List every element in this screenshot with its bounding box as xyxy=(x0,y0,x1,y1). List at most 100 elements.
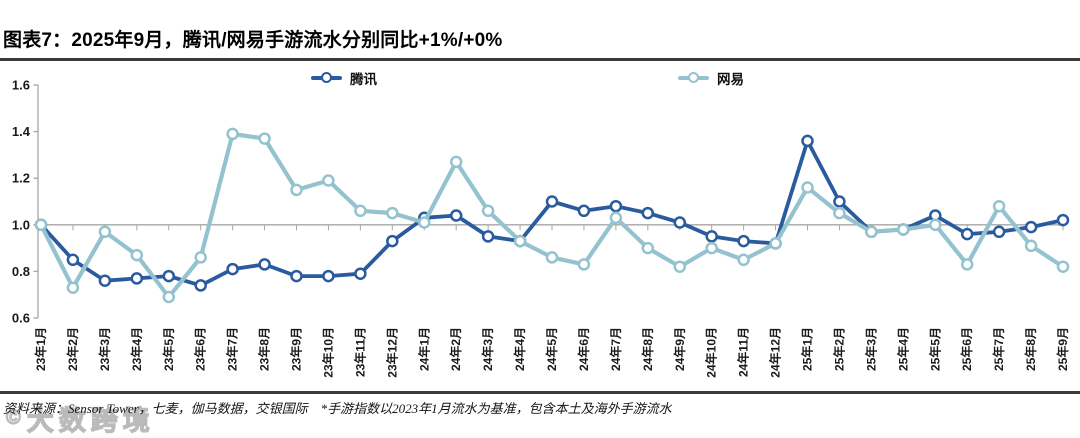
x-tick-label: 24年7月 xyxy=(608,327,623,371)
data-point-marker xyxy=(1056,260,1070,273)
legend-circle-icon xyxy=(321,71,332,83)
x-tick-label: 23年10月 xyxy=(320,327,335,378)
y-tick-label: 0.6 xyxy=(12,311,30,326)
x-tick-label: 23年8月 xyxy=(257,327,272,371)
data-point-marker xyxy=(1024,220,1038,234)
data-point-marker xyxy=(34,218,48,232)
x-tick-label: 23年7月 xyxy=(225,327,240,371)
data-point-marker xyxy=(705,241,718,255)
x-tick-label: 25年5月 xyxy=(927,327,942,371)
y-tick-label: 0.8 xyxy=(12,264,30,279)
data-point-marker xyxy=(322,174,335,187)
data-point-marker xyxy=(545,251,559,264)
legend-item-netease: 网易 xyxy=(678,69,744,87)
x-tick-label: 24年8月 xyxy=(640,327,655,371)
title-divider xyxy=(0,58,1080,61)
data-point-marker xyxy=(992,225,1006,239)
x-tick-label: 23年1月 xyxy=(33,327,48,371)
legend-item-tencent: 腾讯 xyxy=(311,69,377,87)
data-point-marker xyxy=(162,269,176,283)
data-point-marker xyxy=(673,216,687,229)
data-point-marker xyxy=(194,279,207,292)
x-tick-label: 24年1月 xyxy=(416,327,431,371)
x-tick-label: 25年4月 xyxy=(895,327,910,371)
data-point-marker xyxy=(258,132,271,145)
data-point-marker xyxy=(66,281,80,294)
data-point-marker xyxy=(386,206,399,220)
data-point-marker xyxy=(98,225,112,239)
data-point-marker xyxy=(354,267,367,280)
data-point-marker xyxy=(929,218,942,232)
data-point-marker xyxy=(545,195,559,208)
data-point-marker xyxy=(258,258,271,271)
data-point-marker xyxy=(194,251,207,264)
x-tick-label: 24年11月 xyxy=(736,327,751,377)
x-tick-label: 24年10月 xyxy=(704,327,719,378)
data-point-marker xyxy=(130,248,144,262)
data-point-marker xyxy=(992,199,1006,213)
data-point-marker xyxy=(481,230,495,243)
series-line-1 xyxy=(38,131,1066,300)
x-tick-label: 25年8月 xyxy=(1023,327,1038,371)
legend-circle-icon xyxy=(688,71,699,83)
source-note: 资料来源：Sensor Tower，七麦，伽马数据，交银国际 *手游指数以202… xyxy=(3,401,672,416)
x-tick-label: 23年2月 xyxy=(65,327,80,371)
x-tick-label: 24年6月 xyxy=(576,327,591,371)
data-point-marker xyxy=(577,258,591,271)
data-point-marker xyxy=(449,209,463,222)
y-tick-label: 1.6 xyxy=(12,78,30,93)
legend-label-netease: 网易 xyxy=(717,71,744,87)
x-tick-label: 25年3月 xyxy=(863,327,878,371)
data-point-marker xyxy=(705,230,718,243)
data-point-marker xyxy=(162,290,176,304)
figure-title: 图表7：2025年9月，腾讯/网易手游流水分别同比+1%/+0% xyxy=(3,30,503,51)
x-tick-label: 25年1月 xyxy=(800,327,815,371)
x-tick-label: 23年11月 xyxy=(352,327,367,377)
data-point-marker xyxy=(673,260,687,273)
data-point-marker xyxy=(801,181,814,194)
x-tick-label: 24年4月 xyxy=(512,327,527,371)
data-point-marker xyxy=(354,204,367,218)
data-point-marker xyxy=(481,204,495,218)
data-point-marker xyxy=(290,183,303,197)
x-tick-label: 23年4月 xyxy=(129,327,144,371)
data-point-marker xyxy=(833,206,846,220)
data-point-marker xyxy=(1056,213,1070,227)
copyright-icon: © xyxy=(5,406,21,429)
data-point-marker xyxy=(386,234,399,248)
data-point-marker xyxy=(66,253,80,267)
x-tick-label: 24年3月 xyxy=(480,327,495,371)
legend-marker-icon xyxy=(311,71,342,84)
data-point-marker xyxy=(130,272,144,285)
y-tick-label: 1.2 xyxy=(12,171,30,186)
data-point-marker xyxy=(769,237,782,250)
x-tick-label: 23年5月 xyxy=(161,327,176,371)
data-point-marker xyxy=(865,225,878,239)
legend-marker-icon xyxy=(678,71,709,84)
x-tick-label: 24年2月 xyxy=(448,327,463,371)
data-point-marker xyxy=(418,216,431,229)
x-tick-label: 23年12月 xyxy=(384,327,399,378)
data-point-marker xyxy=(897,223,910,236)
data-point-marker xyxy=(641,206,655,220)
data-point-marker xyxy=(98,274,112,287)
data-point-marker xyxy=(290,269,303,283)
data-point-marker xyxy=(449,155,463,169)
x-tick-label: 25年2月 xyxy=(831,327,846,371)
data-point-marker xyxy=(737,234,750,248)
data-point-marker xyxy=(833,195,846,208)
data-point-marker xyxy=(226,262,239,276)
data-point-marker xyxy=(513,234,527,248)
data-point-marker xyxy=(737,253,750,267)
x-tick-label: 23年3月 xyxy=(97,327,112,371)
x-tick-label: 25年6月 xyxy=(959,327,974,371)
data-point-marker xyxy=(801,134,814,148)
y-tick-label: 1.0 xyxy=(12,217,30,232)
watermark: © 大数跨境 xyxy=(5,399,155,438)
x-tick-label: 24年12月 xyxy=(768,327,783,378)
data-point-marker xyxy=(960,227,974,241)
y-tick-label: 1.4 xyxy=(12,124,31,139)
footer-divider xyxy=(0,391,1080,394)
